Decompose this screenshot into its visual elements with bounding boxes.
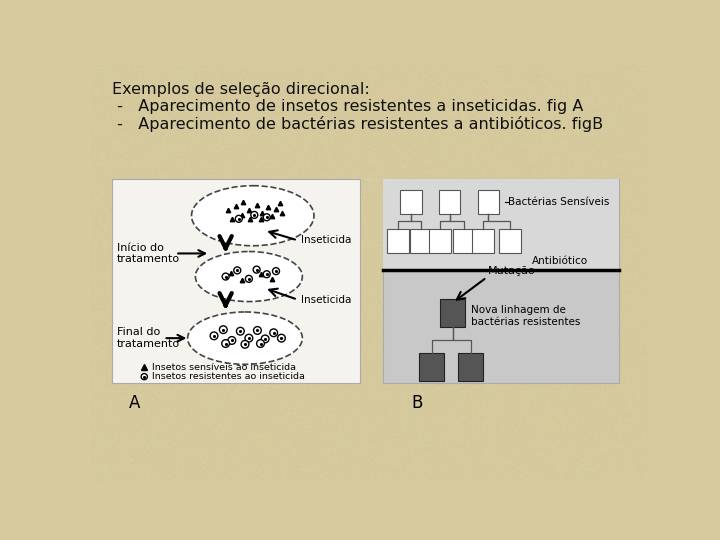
Ellipse shape (195, 252, 302, 301)
Text: Insetos resistentes ao inseticida: Insetos resistentes ao inseticida (152, 372, 305, 381)
Circle shape (277, 334, 285, 342)
Circle shape (222, 340, 230, 347)
Circle shape (251, 212, 258, 218)
Bar (112, 179, 360, 383)
Circle shape (261, 335, 269, 343)
Text: Insetos sensíveis ao inseticida: Insetos sensíveis ao inseticida (152, 363, 296, 372)
Bar (419, 353, 444, 381)
Text: Nova linhagem de
bactérias resistentes: Nova linhagem de bactérias resistentes (472, 305, 580, 327)
Bar (387, 229, 408, 253)
Circle shape (246, 275, 253, 282)
Circle shape (210, 332, 218, 340)
Circle shape (264, 214, 270, 221)
Text: -   Aparecimento de bactérias resistentes a antibióticos. figB: - Aparecimento de bactérias resistentes … (112, 116, 603, 132)
Bar (472, 229, 494, 253)
Ellipse shape (192, 186, 314, 246)
Text: Antibiótico: Antibiótico (532, 256, 588, 266)
Text: A: A (129, 394, 140, 413)
Text: -   Aparecimento de insetos resistentes a inseticidas. fig A: - Aparecimento de insetos resistentes a … (112, 99, 583, 114)
Bar (383, 179, 619, 269)
Circle shape (253, 327, 261, 334)
Circle shape (245, 334, 253, 342)
Bar (477, 190, 499, 214)
Circle shape (241, 340, 249, 348)
Circle shape (235, 215, 243, 222)
Circle shape (272, 268, 279, 275)
Bar (458, 353, 483, 381)
Text: Inseticida: Inseticida (301, 235, 351, 245)
Bar (438, 190, 461, 214)
Bar (441, 299, 465, 327)
Text: Mutação: Mutação (488, 266, 536, 276)
Circle shape (234, 267, 240, 274)
Text: Final do
tratamento: Final do tratamento (117, 327, 180, 349)
Bar (410, 229, 432, 253)
Bar (499, 229, 521, 253)
Circle shape (270, 329, 277, 336)
Circle shape (256, 340, 264, 347)
Bar (400, 190, 422, 214)
Circle shape (228, 336, 235, 345)
Text: Inseticida: Inseticida (301, 295, 351, 305)
Circle shape (141, 374, 148, 380)
Bar (453, 229, 474, 253)
Circle shape (222, 273, 229, 280)
Text: Exemplos de seleção direcional:: Exemplos de seleção direcional: (112, 82, 369, 97)
Circle shape (264, 271, 270, 278)
Ellipse shape (188, 312, 302, 365)
Bar (429, 229, 451, 253)
Bar (383, 179, 619, 383)
Text: Bactérias Sensíveis: Bactérias Sensíveis (508, 197, 610, 207)
Circle shape (236, 327, 244, 335)
Circle shape (253, 266, 260, 273)
Text: Início do
tratamento: Início do tratamento (117, 242, 180, 264)
Text: B: B (412, 394, 423, 413)
Circle shape (220, 326, 228, 334)
